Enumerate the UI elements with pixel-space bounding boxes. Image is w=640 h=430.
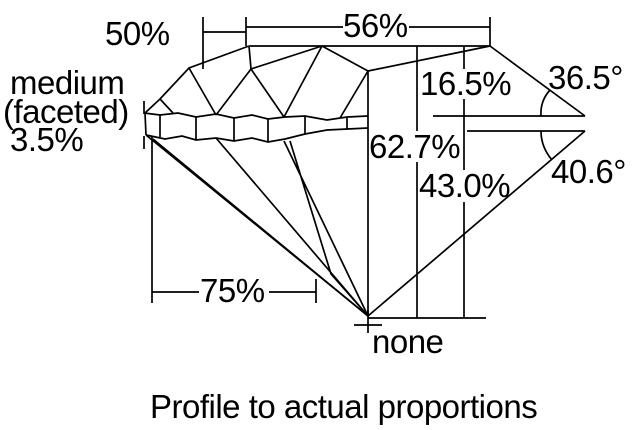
girdle-band <box>143 112 369 143</box>
label-star-length: 50% <box>105 15 170 52</box>
label-culet: none <box>372 323 444 360</box>
label-pavilion-angle: 40.6° <box>551 153 626 190</box>
dim-star-length <box>202 17 246 69</box>
label-total-depth: 62.7% <box>369 128 461 165</box>
crown-outline-right <box>489 45 586 117</box>
pavilion-facet-lines <box>152 137 369 317</box>
pavilion-angle-arc <box>540 130 553 161</box>
label-table-width: 56% <box>343 7 408 44</box>
crown-facet-lines <box>159 45 491 119</box>
crown-angle-arc <box>540 89 551 117</box>
girdle-top-edge <box>143 112 369 121</box>
label-crown-height: 16.5% <box>420 65 512 102</box>
diagram-caption: Profile to actual proportions <box>150 388 538 425</box>
girdle-bottom-edge <box>145 127 369 143</box>
pavilion-outline-right <box>367 130 586 317</box>
dim-table-width <box>245 17 491 46</box>
angle-arcs <box>540 89 553 161</box>
label-lower-girdle: 75% <box>200 272 265 309</box>
label-girdle-group: medium (faceted) 3.5% <box>3 64 129 158</box>
label-pavilion-depth: 43.0% <box>419 167 511 204</box>
label-girdle-thickness: medium <box>10 64 125 101</box>
pavilion-facets <box>152 137 369 317</box>
crown-outline-left <box>144 45 250 114</box>
girdle-left-face <box>144 112 147 136</box>
dimension-lines <box>143 17 491 333</box>
label-crown-angle: 36.5° <box>548 59 623 96</box>
label-girdle-finish: (faceted) <box>3 92 129 130</box>
label-girdle-percent: 3.5% <box>10 121 84 158</box>
crown-facets <box>159 45 491 119</box>
dim-lower-girdle <box>151 136 317 303</box>
girdle-facet-connectors <box>159 115 348 142</box>
